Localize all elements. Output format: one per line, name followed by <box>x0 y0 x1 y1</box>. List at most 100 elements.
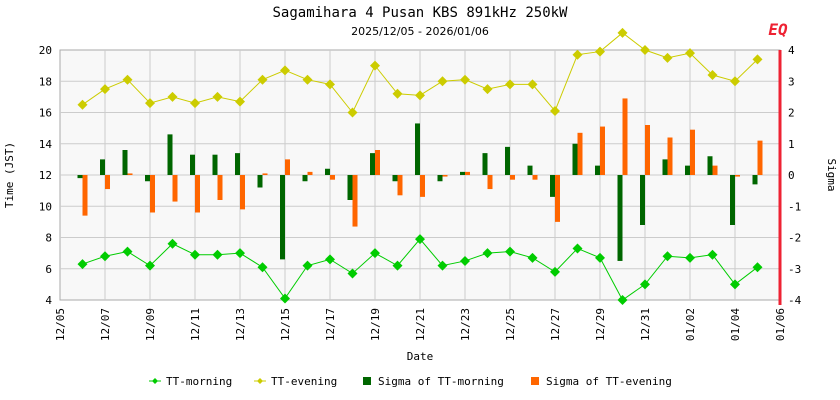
bar-sigma-morning <box>167 134 173 175</box>
point-tt-evening <box>685 48 695 59</box>
bar-sigma-morning <box>77 175 83 179</box>
point-tt-morning <box>685 252 695 263</box>
x-axis-label: Date <box>407 350 434 363</box>
point-tt-morning <box>302 260 313 271</box>
point-tt-evening <box>437 76 448 87</box>
point-tt-morning <box>280 293 290 304</box>
point-tt-morning <box>550 266 560 277</box>
bar-sigma-morning <box>505 146 510 175</box>
point-tt-evening <box>302 74 313 85</box>
y-tick-label: 4 <box>45 294 52 307</box>
x-tick-label: 12/11 <box>189 308 202 341</box>
bar-sigma-morning <box>572 143 578 175</box>
point-tt-evening <box>212 91 223 102</box>
bar-sigma-morning <box>100 159 105 175</box>
bar-sigma-morning <box>235 153 240 175</box>
bar-sigma-morning <box>460 171 465 175</box>
x-tick-label: 12/31 <box>639 308 652 341</box>
point-tt-morning <box>347 268 358 279</box>
bar-sigma-morning <box>190 154 195 175</box>
bar-sigma-morning <box>527 165 533 175</box>
bar-sigma-morning <box>392 175 398 182</box>
point-tt-morning <box>572 243 583 254</box>
bar-sigma-evening <box>307 171 313 175</box>
x-tick-label: 12/23 <box>459 308 472 341</box>
bar-sigma-morning <box>415 123 420 175</box>
bar-sigma-morning <box>662 159 668 175</box>
point-tt-morning <box>145 260 155 271</box>
bar-sigma-morning <box>212 154 218 175</box>
point-tt-evening <box>415 90 425 101</box>
bar-sigma-evening <box>375 150 380 175</box>
legend-swatch-2 <box>363 377 371 385</box>
x-tick-label: 01/02 <box>684 308 697 341</box>
x-tick-label: 12/05 <box>54 308 67 341</box>
legend-label: Sigma of TT-evening <box>546 375 672 388</box>
bar-sigma-morning <box>685 165 690 175</box>
x-tick-label: 12/17 <box>324 308 337 341</box>
bar-sigma-evening <box>150 175 155 213</box>
y-tick-label: 16 <box>39 107 52 120</box>
x-tick-label: 12/19 <box>369 308 382 341</box>
point-tt-morning <box>325 254 335 265</box>
y2-tick-label: -1 <box>788 200 801 213</box>
bar-sigma-evening <box>127 173 133 175</box>
legend-marker-0 <box>152 378 158 384</box>
point-tt-morning <box>415 234 425 245</box>
y2-tick-label: 1 <box>788 138 795 151</box>
chart-title: Sagamihara 4 Pusan KBS 891kHz 250kW <box>272 5 568 21</box>
point-tt-evening <box>595 46 605 57</box>
point-tt-morning <box>482 248 493 259</box>
y2-tick-label: 4 <box>788 44 795 57</box>
point-tt-evening <box>527 79 538 90</box>
point-tt-morning <box>212 249 223 260</box>
point-tt-morning <box>730 279 740 290</box>
y2-tick-label: 3 <box>788 75 795 88</box>
bar-sigma-evening <box>105 175 110 190</box>
bar-sigma-morning <box>437 175 443 182</box>
point-tt-evening <box>572 49 583 60</box>
point-tt-evening <box>145 98 155 109</box>
bar-sigma-morning <box>280 175 285 260</box>
point-tt-evening <box>77 99 88 110</box>
point-tt-evening <box>190 98 200 109</box>
bar-sigma-evening <box>217 175 223 200</box>
point-tt-morning <box>100 251 110 262</box>
bar-sigma-evening <box>712 165 718 175</box>
y2-tick-label: 2 <box>788 107 795 120</box>
legend-marker-1 <box>257 378 263 384</box>
point-tt-evening <box>662 52 673 63</box>
point-tt-evening <box>100 84 110 95</box>
bar-sigma-evening <box>82 175 88 216</box>
y2-tick-label: -4 <box>788 294 802 307</box>
bar-sigma-evening <box>172 175 178 202</box>
point-tt-evening <box>550 105 560 116</box>
point-tt-evening <box>482 84 493 95</box>
bar-sigma-evening <box>442 175 448 177</box>
x-tick-label: 12/13 <box>234 308 247 341</box>
point-tt-evening <box>122 74 133 85</box>
point-tt-evening <box>460 74 470 85</box>
point-tt-evening <box>730 76 740 87</box>
y-tick-label: 8 <box>45 232 52 245</box>
bar-sigma-evening <box>735 175 740 177</box>
x-tick-label: 01/04 <box>729 308 742 341</box>
point-tt-morning <box>460 255 470 266</box>
point-tt-evening <box>325 79 335 90</box>
bar-sigma-evening <box>420 175 425 197</box>
y-tick-label: 12 <box>39 169 52 182</box>
point-tt-morning <box>370 248 380 259</box>
bar-sigma-evening <box>532 175 538 180</box>
y-tick-label: 14 <box>39 138 53 151</box>
point-tt-morning <box>167 238 178 249</box>
y-tick-label: 18 <box>39 75 52 88</box>
x-tick-label: 12/29 <box>594 308 607 341</box>
bar-sigma-evening <box>510 175 515 180</box>
point-tt-evening <box>640 45 650 55</box>
bar-sigma-evening <box>330 175 335 180</box>
bar-sigma-evening <box>397 175 403 196</box>
legend-label: Sigma of TT-morning <box>378 375 504 388</box>
point-tt-morning <box>752 262 763 273</box>
point-tt-morning <box>392 260 403 271</box>
